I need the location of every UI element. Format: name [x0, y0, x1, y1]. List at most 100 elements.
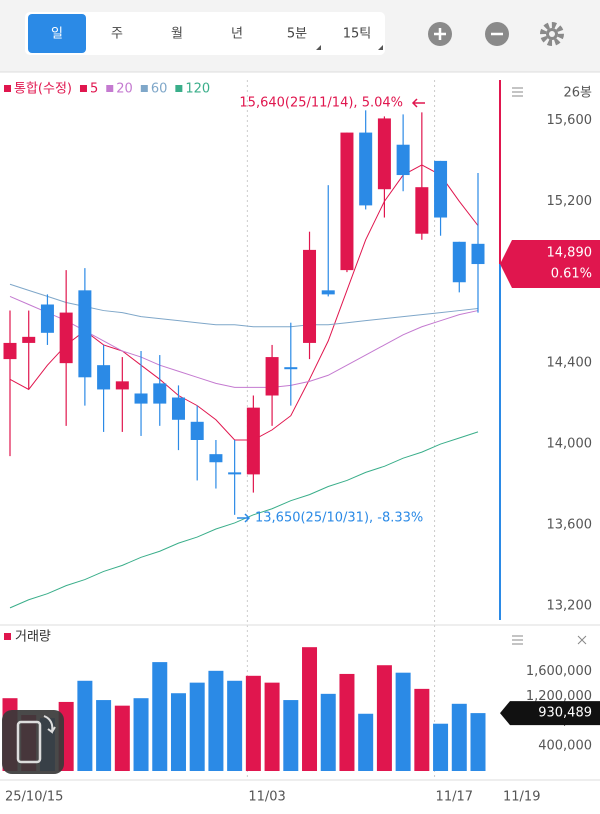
- low-annotation: 13,650(25/10/31), -8.33%: [255, 511, 423, 526]
- legend-marker: [79, 85, 87, 92]
- candle-body: [78, 290, 92, 378]
- legend-label: 20: [116, 82, 133, 97]
- candle-body: [97, 365, 111, 390]
- y-tick-label: 14,400: [547, 356, 593, 371]
- legend-label: 5: [90, 82, 98, 97]
- candle-body: [134, 393, 148, 404]
- candle-body: [115, 381, 129, 390]
- volume-bar: [208, 670, 224, 771]
- low-arrow: [237, 513, 251, 523]
- last-volume-box: [500, 701, 600, 726]
- volume-menu-icons[interactable]: [512, 635, 587, 645]
- tab[interactable]: 5분: [287, 27, 307, 42]
- bar-count: 26봉: [563, 86, 592, 101]
- volume-bar: [414, 688, 430, 771]
- last-volume: 930,489: [538, 706, 592, 721]
- volume-bar: [96, 700, 112, 771]
- y-tick-label: 15,600: [547, 113, 593, 128]
- tab-bar: [25, 12, 385, 55]
- x-tick-label: 11/17: [436, 790, 473, 805]
- volume-title: 거래량: [15, 630, 51, 645]
- y-tick-label: 13,200: [547, 598, 593, 613]
- volume-bar: [227, 680, 243, 771]
- tab[interactable]: 15틱: [343, 27, 372, 42]
- tab-selected-bg: [28, 14, 86, 53]
- tab[interactable]: 월: [171, 27, 183, 42]
- candle-body: [228, 472, 242, 475]
- volume-bar: [320, 693, 336, 771]
- volume-bar: [114, 705, 130, 771]
- x-tick-label: 11/19: [503, 790, 540, 805]
- tab[interactable]: 일: [51, 27, 63, 42]
- candle-body: [190, 421, 204, 440]
- volume-bar: [451, 703, 467, 771]
- candle-body: [171, 397, 185, 420]
- menu-icon[interactable]: [512, 87, 523, 97]
- legend-marker: [140, 85, 148, 92]
- candle-body: [3, 342, 17, 360]
- candle-body: [22, 336, 36, 343]
- volume-bar: [358, 713, 374, 771]
- legend-marker: [106, 85, 114, 92]
- volume-tick-label: 1,600,000: [526, 664, 592, 679]
- zoom-out-button[interactable]: [485, 22, 509, 46]
- candle-body: [209, 454, 223, 463]
- candle-body: [340, 132, 354, 271]
- candle-body: [396, 144, 410, 176]
- candle-body: [377, 118, 391, 190]
- volume-bar: [302, 647, 318, 771]
- candle-body: [434, 160, 448, 218]
- legend-marker: [175, 85, 183, 92]
- x-tick-label: 25/10/15: [5, 790, 63, 805]
- volume-bar: [264, 682, 280, 771]
- volume-bar: [189, 682, 205, 771]
- legend-label: 60: [151, 82, 168, 97]
- candle-body: [246, 407, 260, 475]
- volume-legend-marker: [4, 633, 11, 640]
- legend-marker: [4, 85, 11, 92]
- high-annotation: 15,640(25/11/14), 5.04%: [239, 96, 403, 111]
- candle-body: [303, 249, 317, 343]
- tab[interactable]: 년: [231, 27, 243, 42]
- y-tick-label: 15,200: [547, 194, 593, 209]
- volume-bar: [376, 665, 392, 771]
- volume-bar: [339, 673, 355, 771]
- legend-label: 120: [185, 82, 210, 97]
- y-tick-label: 14,000: [547, 437, 593, 452]
- candle-body: [153, 383, 167, 404]
- legend-label: 통합(수정): [14, 82, 72, 97]
- candle-body: [471, 243, 485, 265]
- candle-body: [452, 241, 466, 283]
- last-change: 0.61%: [551, 267, 592, 282]
- candle-body: [59, 312, 73, 364]
- last-price-box: [500, 240, 600, 289]
- y-tick-label: 13,600: [547, 517, 593, 532]
- candle-body: [40, 304, 54, 333]
- volume-bar: [283, 700, 299, 771]
- volume-bar: [133, 698, 149, 771]
- zoom-in-button[interactable]: [428, 22, 452, 46]
- candle-body: [284, 367, 298, 370]
- volume-tick-label: 400,000: [538, 739, 592, 754]
- volume-tick-label: 1,200,000: [526, 689, 592, 704]
- last-price: 14,890: [547, 246, 593, 261]
- tab[interactable]: 주: [111, 27, 123, 42]
- volume-bar: [470, 713, 486, 771]
- candle-body: [265, 357, 279, 396]
- settings-button[interactable]: [540, 22, 564, 46]
- rotate-button[interactable]: [2, 710, 64, 774]
- volume-bar: [152, 662, 168, 771]
- moving-average-line: [9, 431, 479, 609]
- volume-bar: [395, 672, 411, 771]
- volume-bar: [170, 693, 186, 771]
- high-arrow: [411, 98, 425, 108]
- candle-body: [359, 132, 373, 206]
- candle-body: [321, 290, 335, 295]
- volume-bar: [433, 723, 449, 771]
- volume-bar: [245, 675, 261, 771]
- volume-bar: [77, 680, 93, 771]
- x-tick-label: 11/03: [248, 790, 285, 805]
- candle-body: [415, 187, 429, 234]
